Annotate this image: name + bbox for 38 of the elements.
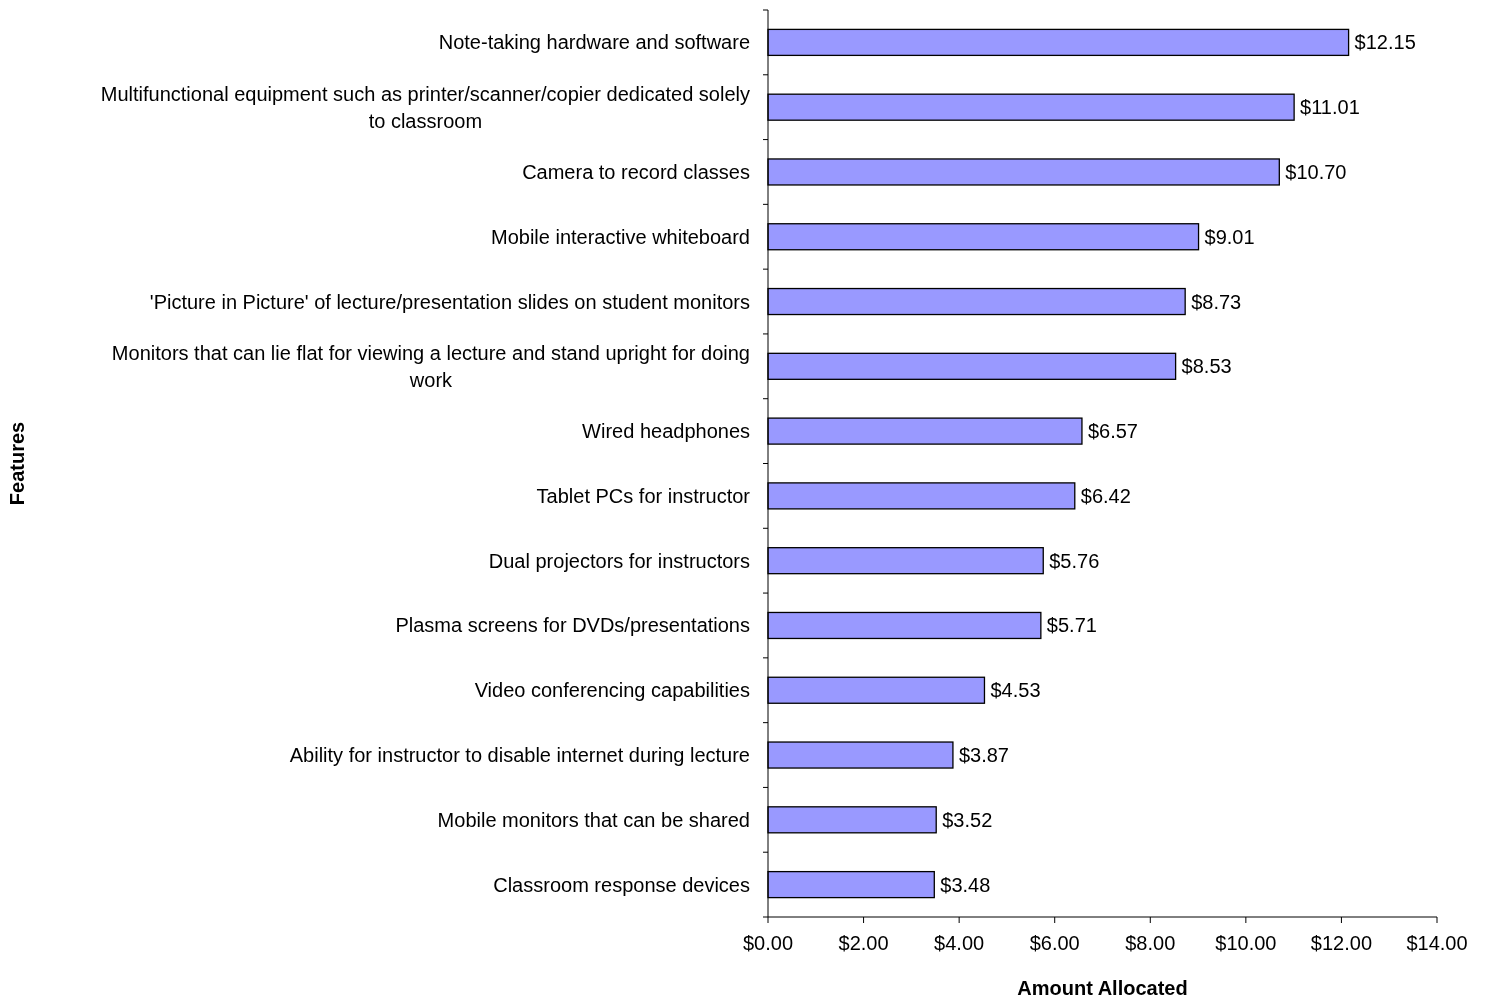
x-tick-label: $4.00 [934, 932, 985, 954]
y-tick-label: Mobile interactive whiteboard [490, 225, 750, 248]
data-label: $3.87 [958, 744, 1009, 767]
data-label: $11.01 [1300, 96, 1360, 119]
data-label: $3.48 [940, 873, 991, 896]
data-label: $12.15 [1354, 31, 1416, 54]
y-tick-label: Dual projectors for instructors [488, 549, 750, 572]
x-tick-label: $8.00 [1125, 932, 1176, 954]
x-tick-label: $6.00 [1029, 932, 1080, 954]
data-label: $4.53 [990, 679, 1041, 702]
x-tick-label: $12.00 [1310, 932, 1373, 954]
y-tick-label: Note-taking hardware and software [438, 31, 750, 54]
data-label: $6.57 [1087, 420, 1139, 443]
data-label: $5.76 [1049, 549, 1100, 572]
data-label: $8.73 [1191, 290, 1242, 313]
y-tick-label: Plasma screens for DVDs/presentations [395, 614, 750, 637]
data-label: $8.53 [1181, 355, 1232, 378]
y-tick-label: Video conferencing capabilities [474, 679, 750, 702]
x-tick-label: $0.00 [742, 932, 794, 954]
y-axis-title: Features [6, 421, 28, 506]
data-label: $6.42 [1080, 484, 1131, 507]
data-label: $9.01 [1204, 225, 1255, 248]
data-label: $5.71 [1046, 614, 1097, 637]
y-tick-label: 'Picture in Picture' of lecture/presentation slides on student monitors [149, 290, 750, 313]
y-tick-label: Camera to record classes [522, 160, 751, 183]
data-label: $10.70 [1285, 160, 1347, 183]
data-label: $3.52 [942, 808, 993, 831]
y-tick-label: Monitors that can lie flat for viewing a lecture and stand upright for doing work [111, 341, 750, 391]
x-axis-title: Amount Allocated [1017, 977, 1188, 999]
y-tick-label: Multifunctional equipment such as printer/scanner/copier dedicated solely to classroom [100, 82, 750, 132]
y-tick-label: Mobile monitors that can be shared [437, 808, 751, 831]
y-tick-label: Tablet PCs for instructor [536, 484, 751, 507]
y-tick-label: Ability for instructor to disable internet during lecture [289, 744, 750, 767]
y-tick-label: Classroom response devices [493, 873, 750, 896]
x-tick-label: $10.00 [1215, 932, 1277, 954]
x-tick-label: $2.00 [838, 932, 889, 954]
x-tick-label: $14.00 [1406, 932, 1468, 954]
y-tick-label: Wired headphones [582, 420, 750, 443]
